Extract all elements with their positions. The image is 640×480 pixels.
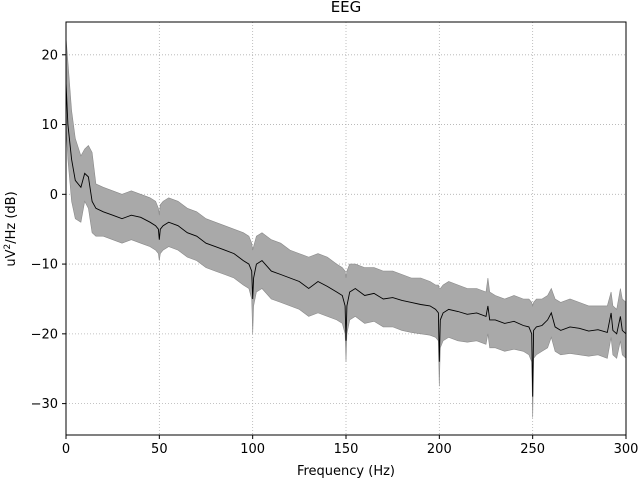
y-tick-label: −10 [31, 258, 58, 273]
x-axis-label: Frequency (Hz) [297, 464, 395, 479]
chart-title: EEG [331, 0, 362, 16]
y-axis-label-rest: /Hz (dB) [4, 191, 19, 243]
y-tick-label: −30 [31, 397, 58, 412]
y-tick-label: −20 [31, 327, 58, 342]
y-tick-label: 20 [41, 48, 58, 63]
y-tick-label: 10 [41, 118, 58, 133]
y-axis-label-exponent: 2 [3, 244, 13, 250]
mean-psd-line [65, 82, 627, 397]
y-axis-label: uV2/Hz (dB) [3, 191, 19, 266]
x-tick-label: 200 [427, 442, 452, 457]
x-tick-label: 250 [520, 442, 545, 457]
x-axis-ticks: 0 50 100 150 200 250 300 [62, 435, 639, 457]
x-tick-label: 50 [151, 442, 168, 457]
y-tick-label: 0 [50, 188, 58, 203]
x-tick-label: 150 [334, 442, 359, 457]
x-tick-label: 0 [62, 442, 70, 457]
y-axis-ticks: −30 −20 −10 0 10 20 [31, 48, 66, 412]
x-tick-label: 100 [240, 442, 265, 457]
x-tick-label: 300 [614, 442, 639, 457]
y-axis-label-unit: uV [4, 249, 19, 266]
